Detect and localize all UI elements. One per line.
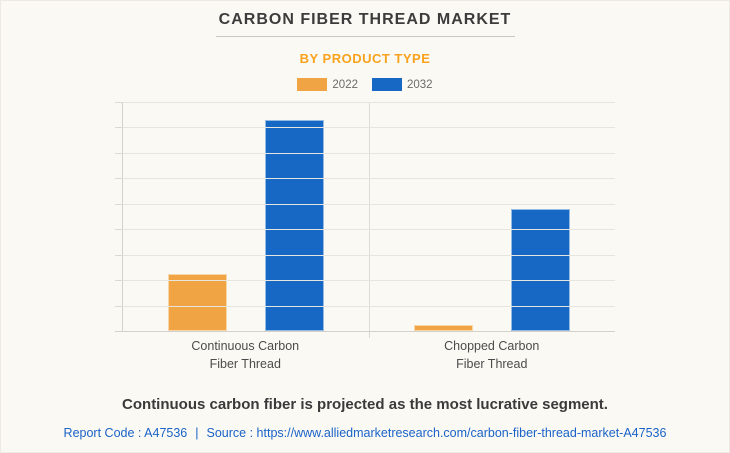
bar-2032-continuous [265,120,324,331]
horizontal-gridline [123,178,615,180]
vertical-gridline [369,102,370,331]
legend-item-2022[interactable]: 2022 [297,78,358,91]
x-axis-line [115,331,615,332]
horizontal-gridline [123,102,615,103]
footer-separator: | [195,426,199,440]
xlabel-continuous: Continuous Carbon Fiber Thread [191,339,300,371]
plot-area [115,102,615,338]
y-axis-tick [115,178,123,180]
report-code: Report Code : A47536 [63,426,188,440]
horizontal-gridline [123,229,615,231]
horizontal-gridline [123,127,615,129]
y-axis-tick [115,127,123,129]
footer: Report Code : A47536 | Source : https://ww… [1,426,729,440]
xlabel-chopped: Chopped Carbon Fiber Thread [444,339,540,371]
legend-label-2022: 2022 [332,78,358,91]
y-axis-tick [115,305,123,307]
chart-title: CARBON FIBER THREAD MARKET [218,11,512,28]
horizontal-gridline [123,152,615,154]
bar-groups [123,102,615,331]
chart-subtitle: BY PRODUCT TYPE [299,51,431,66]
y-axis-tick [115,254,123,256]
source-url-link[interactable]: https://www.alliedmarketresearch.com/car… [256,426,667,440]
y-axis-tick [115,203,123,205]
title-divider [216,36,515,37]
y-axis-tick [115,102,123,103]
horizontal-gridline [123,254,615,256]
y-axis-tick [115,280,123,282]
legend-item-2032[interactable]: 2032 [372,78,433,91]
legend-swatch-2022 [297,78,328,91]
x-axis-labels: Continuous Carbon Fiber Thread Chopped C… [122,337,615,373]
bar-2022-chopped [414,325,473,331]
legend-swatch-2032 [372,78,402,91]
legend-label-2032: 2032 [407,78,433,91]
horizontal-gridline [123,280,615,282]
bar-2032-chopped [511,208,570,331]
legend: 2022 2032 [1,78,729,91]
source-label: Source : [206,426,254,440]
bar-group-chopped [369,102,615,331]
y-axis-tick [115,152,123,154]
x-axis-tick [369,331,370,338]
horizontal-gridline [123,203,615,205]
bar-group-continuous [123,102,369,331]
horizontal-gridline [123,305,615,307]
lucrative-segment-caption: Continuous carbon fiber is projected as … [122,396,608,413]
y-axis-tick [115,229,123,231]
bar-2022-continuous [168,273,227,331]
